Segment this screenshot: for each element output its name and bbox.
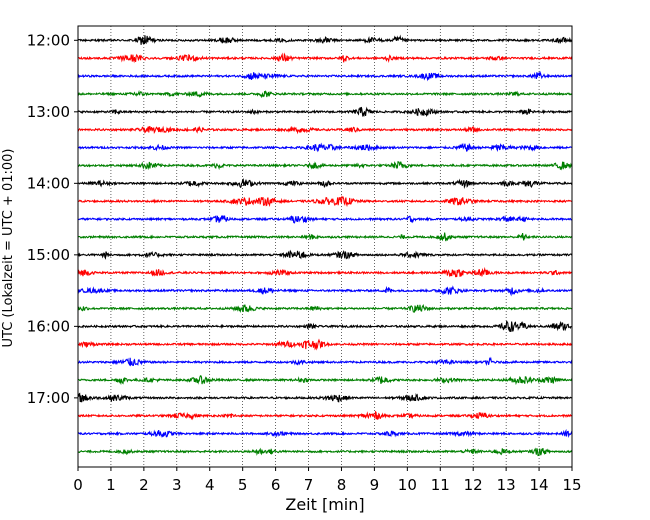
trace-17:15 xyxy=(77,410,573,421)
trace-16:00 xyxy=(77,320,573,332)
trace-12:30 xyxy=(77,70,573,82)
trace-12:45 xyxy=(77,89,573,99)
trace-15:30 xyxy=(77,285,573,297)
trace-13:15 xyxy=(77,125,573,135)
x-axis-label: Zeit [min] xyxy=(285,495,364,514)
trace-17:45 xyxy=(77,447,573,457)
x-tick-label-14: 14 xyxy=(530,476,549,494)
trace-12:00 xyxy=(77,34,573,45)
y-axis-ticks: 12:00 13:00 14:00 15:00 16:00 17:00 xyxy=(27,31,78,407)
x-tick-label-4: 4 xyxy=(205,476,215,494)
y-axis-label: UTC (Lokalzeit = UTC + 01:00) xyxy=(1,149,16,348)
trace-14:00 xyxy=(77,178,573,190)
seismogram-traces xyxy=(77,34,573,457)
x-tick-label-6: 6 xyxy=(271,476,281,494)
x-tick-label-13: 13 xyxy=(497,476,516,494)
trace-13:30 xyxy=(77,142,573,153)
x-tick-label-0: 0 xyxy=(73,476,83,494)
trace-14:45 xyxy=(77,232,573,242)
trace-14:15 xyxy=(77,195,573,208)
plot-background xyxy=(78,26,572,467)
trace-12:15 xyxy=(77,52,573,64)
x-tick-label-2: 2 xyxy=(139,476,149,494)
x-tick-label-7: 7 xyxy=(304,476,314,494)
x-tick-label-5: 5 xyxy=(238,476,248,494)
trace-15:45 xyxy=(77,304,573,314)
x-tick-label-15: 15 xyxy=(562,476,581,494)
trace-13:00 xyxy=(77,106,573,118)
x-tick-label-10: 10 xyxy=(398,476,417,494)
y-tick-label-17:00: 17:00 xyxy=(27,389,70,407)
x-tick-label-11: 11 xyxy=(431,476,450,494)
trace-13:45 xyxy=(77,161,573,171)
y-tick-label-16:00: 16:00 xyxy=(27,317,70,335)
y-tick-label-15:00: 15:00 xyxy=(27,246,70,264)
x-tick-label-3: 3 xyxy=(172,476,182,494)
y-tick-label-13:00: 13:00 xyxy=(27,103,70,121)
y-tick-label-14:00: 14:00 xyxy=(27,174,70,192)
y-tick-label-12:00: 12:00 xyxy=(27,31,70,49)
x-tick-label-8: 8 xyxy=(337,476,347,494)
trace-16:45 xyxy=(77,375,573,386)
plot-frame xyxy=(77,25,573,468)
trace-16:15 xyxy=(77,338,573,351)
x-tick-label-9: 9 xyxy=(370,476,380,494)
trace-15:15 xyxy=(77,266,573,278)
trace-17:30 xyxy=(77,428,573,438)
x-tick-label-12: 12 xyxy=(464,476,483,494)
x-axis-ticks: 0 1 2 3 4 5 6 7 8 9 10 11 12 13 14 15 xyxy=(73,467,582,494)
trace-14:30 xyxy=(77,214,573,224)
trace-16:30 xyxy=(77,356,573,367)
x-tick-label-1: 1 xyxy=(106,476,116,494)
trace-15:00 xyxy=(77,249,573,260)
trace-17:00 xyxy=(77,392,573,403)
